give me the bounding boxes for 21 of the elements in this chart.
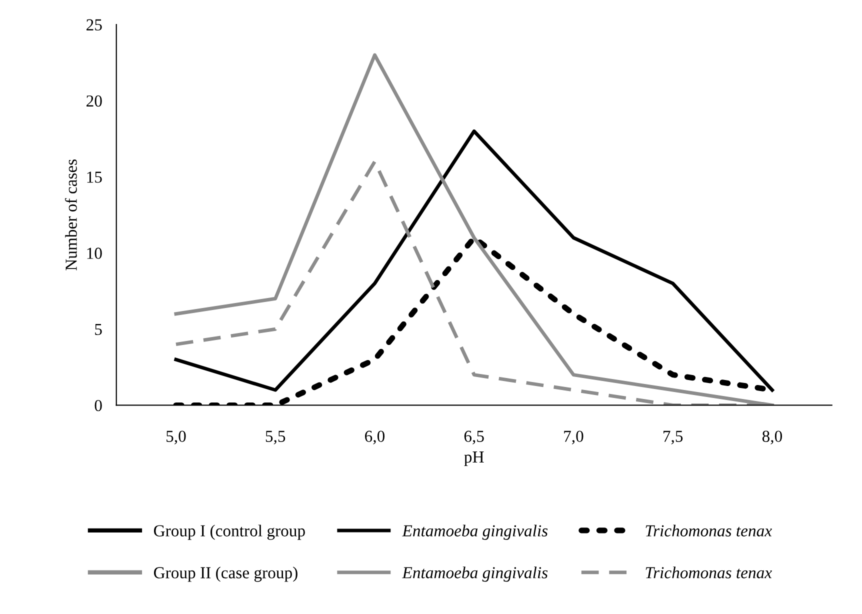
x-tick-label: 6,5 bbox=[464, 430, 484, 444]
y-axis-title: Number of cases bbox=[64, 160, 77, 270]
text: Group II (case group) bbox=[154, 566, 298, 582]
legend-label: Trichomonas tenax bbox=[646, 524, 772, 536]
legend-label: Entamoeba gingivalis bbox=[402, 566, 548, 582]
x-tick-label: 8,0 bbox=[762, 430, 782, 444]
y-tick-label: 20 bbox=[86, 95, 102, 107]
y-tick-label: 10 bbox=[87, 248, 102, 259]
x-tick-label: 6,0 bbox=[365, 430, 385, 444]
x-tick-label: 7,5 bbox=[664, 430, 683, 444]
x-tick-label: 5,0 bbox=[166, 430, 186, 444]
y-tick-label: 5 bbox=[95, 324, 102, 336]
y-tick-label: 25 bbox=[86, 19, 102, 31]
legend-label: Trichomonas tenax bbox=[646, 566, 772, 578]
text: Group I (control group bbox=[154, 524, 305, 540]
y-tick-label: 15 bbox=[87, 172, 102, 183]
x-tick-label: 5,5 bbox=[266, 430, 286, 444]
y-tick-label: 0 bbox=[94, 400, 102, 412]
x-tick-label: 7,0 bbox=[564, 430, 584, 444]
x-axis-title: pH bbox=[464, 452, 484, 466]
legend-label: Entamoeba gingivalis bbox=[402, 524, 548, 540]
